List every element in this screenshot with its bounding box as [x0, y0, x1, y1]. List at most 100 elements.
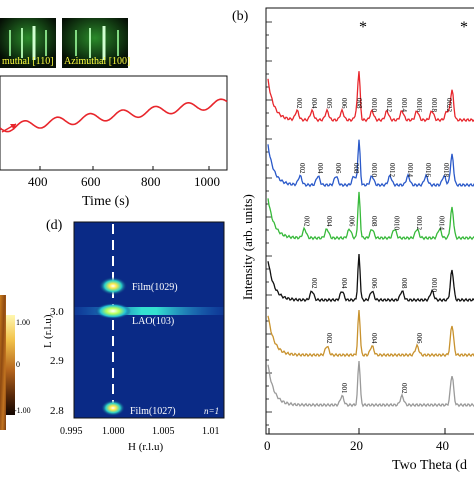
rheed-image-right: [62, 18, 128, 68]
rheed-oscillation-curve: [0, 98, 228, 133]
rsm-xtick-1-005: 1.005: [152, 426, 175, 437]
xrd-peak-label: 0018: [442, 163, 450, 178]
rsm-frame: [73, 221, 225, 419]
afm-scale-max: 1.00: [16, 318, 30, 327]
rheed-image-left: [0, 18, 56, 68]
xrd-peak-label: 0014: [406, 163, 414, 178]
xrd-peak-label: 0022: [445, 98, 453, 113]
xrd-xlabel: Two Theta (d: [392, 458, 467, 473]
rsm-label-film-top: Film(1029): [132, 282, 178, 293]
xrd-peak-label: 0016: [415, 98, 423, 113]
xrd-peak-label: 0012: [388, 163, 396, 178]
xrd-peak-label: 004: [316, 163, 324, 174]
xrd-peak-label: 008: [352, 163, 360, 174]
xrd-curve-gray: [267, 360, 474, 408]
afm-scale-min: -1.00: [14, 406, 31, 415]
panel-a-svg: muthal [110] Azimuthal [100] 400 600 800…: [0, 18, 228, 209]
xrd-curve-green: [267, 191, 474, 241]
panel-a: muthal [110] Azimuthal [100] 400 600 800…: [0, 0, 232, 212]
rsm-label-substrate: LAO(103): [132, 316, 174, 327]
xrd-peak-label: 008: [400, 278, 408, 289]
panel-a-frame: [0, 75, 228, 171]
rsm-spot-film-1029: [99, 277, 127, 295]
rsm-xtick-1-000: 1.000: [102, 426, 125, 437]
afm-svg: 1.00 0 -1.00: [0, 295, 31, 430]
xrd-curve-red: [267, 71, 474, 123]
xrd-asterisk-left: *: [359, 19, 367, 36]
xrd-peak-label: 0014: [400, 98, 408, 113]
xrd-peak-label: 005: [325, 98, 333, 109]
rsm-xlabel: H (r.l.u): [128, 441, 163, 453]
panel-b-svg: (b) Intensity (arb. units) 002 004 005 006 0…: [232, 7, 474, 473]
panel-d-letter: (d): [46, 218, 63, 233]
rsm-ylabel: L (r.l.u): [42, 314, 54, 348]
xrd-curve-blue: [267, 139, 474, 188]
xrd-yticks: [266, 21, 272, 426]
xrd-peak-label: 004: [325, 216, 333, 227]
xrd-peak-label: 0010: [370, 98, 378, 113]
rsm-ytick-2-8: 2.8: [50, 405, 64, 417]
xrd-ylabel: Intensity (arb. units): [240, 194, 255, 300]
xrd-peak-label: 0012: [415, 216, 423, 231]
rsm-label-film-bottom: Film(1027): [130, 406, 176, 417]
xrd-peak-label: 0010: [430, 278, 438, 293]
red-arrow-head-icon: [10, 124, 16, 130]
xrd-peak-label: 0014: [438, 216, 446, 231]
xrd-peak-label: 0018: [430, 98, 438, 113]
panel-a-xlabel: Time (s): [82, 194, 130, 209]
xrd-peak-label: 008: [370, 216, 378, 227]
rsm-spot-film-1027: [101, 400, 125, 416]
panel-a-xticks: 400 600 800 1000: [28, 166, 220, 189]
xrd-xtick-20: 20: [350, 438, 363, 453]
xtick-1000: 1000: [194, 174, 220, 189]
xrd-peak-label: 008: [355, 98, 363, 109]
xrd-peak-label: 006: [370, 278, 378, 289]
xrd-curve-black: [267, 253, 474, 303]
afm-colorbar: [6, 315, 15, 415]
xrd-peak-label: 0016: [424, 163, 432, 178]
xrd-peak-label: 0012: [385, 98, 393, 113]
rsm-map: [74, 222, 224, 418]
panel-d: (d) Film(1029) LAO(103) Film(1027) n=1 3…: [36, 212, 232, 474]
xrd-frame: [265, 7, 474, 435]
xrd-asterisk-right: *: [460, 19, 468, 36]
rsm-ytick-2-9: 2.9: [50, 355, 64, 367]
xtick-600: 600: [81, 174, 101, 189]
xrd-xtick-40: 40: [436, 438, 449, 453]
panel-d-svg: (d) Film(1029) LAO(103) Film(1027) n=1 3…: [42, 218, 225, 453]
xrd-peak-label: 002: [325, 333, 333, 344]
xrd-peak-label: 002: [303, 216, 311, 227]
xrd-peak-label: 0010: [393, 216, 401, 231]
xrd-curve-gold: [267, 309, 474, 358]
rsm-substrate-streak: [74, 307, 224, 315]
rsm-xtick-0-995: 0.995: [60, 426, 83, 437]
xrd-peak-label: 001: [340, 383, 348, 394]
xrd-peak-label: 006: [348, 216, 356, 227]
rsm-spot-lao-103: [95, 303, 131, 319]
xtick-400: 400: [28, 174, 48, 189]
xrd-peak-label: 004: [310, 98, 318, 109]
xrd-curves: [267, 71, 474, 408]
xrd-peak-label: 002: [400, 383, 408, 394]
xrd-xtick-0: 0: [264, 438, 271, 453]
rsm-label-n: n=1: [204, 406, 219, 416]
xrd-peak-label: 0010: [370, 163, 378, 178]
xrd-peak-label: 006: [340, 98, 348, 109]
afm-scale-mid: 0: [16, 360, 20, 369]
rheed-left-label: muthal [110]: [2, 56, 54, 67]
xtick-800: 800: [141, 174, 161, 189]
xrd-peak-label: 004: [340, 278, 348, 289]
panel-afm: 1.00 0 -1.00: [0, 295, 36, 430]
panel-b-letter: (b): [232, 9, 249, 24]
rsm-ytick-3-0: 3.0: [50, 306, 64, 318]
panel-b: (b) Intensity (arb. units) 002 004 005 006 0…: [232, 0, 474, 474]
xrd-peak-label: 006: [415, 333, 423, 344]
afm-image: [0, 295, 6, 430]
xrd-peak-label: 004: [370, 333, 378, 344]
xrd-peak-label: 006: [334, 163, 342, 174]
rheed-right-label: Azimuthal [100]: [64, 56, 130, 67]
rsm-xtick-1-01: 1.01: [202, 426, 220, 437]
xrd-peak-label: 002: [310, 278, 318, 289]
xrd-peak-label: 002: [295, 98, 303, 109]
xrd-peak-labels: 002 004 005 006 008 0010 0012 0014 0016 0018 0022 0…: [295, 98, 453, 394]
